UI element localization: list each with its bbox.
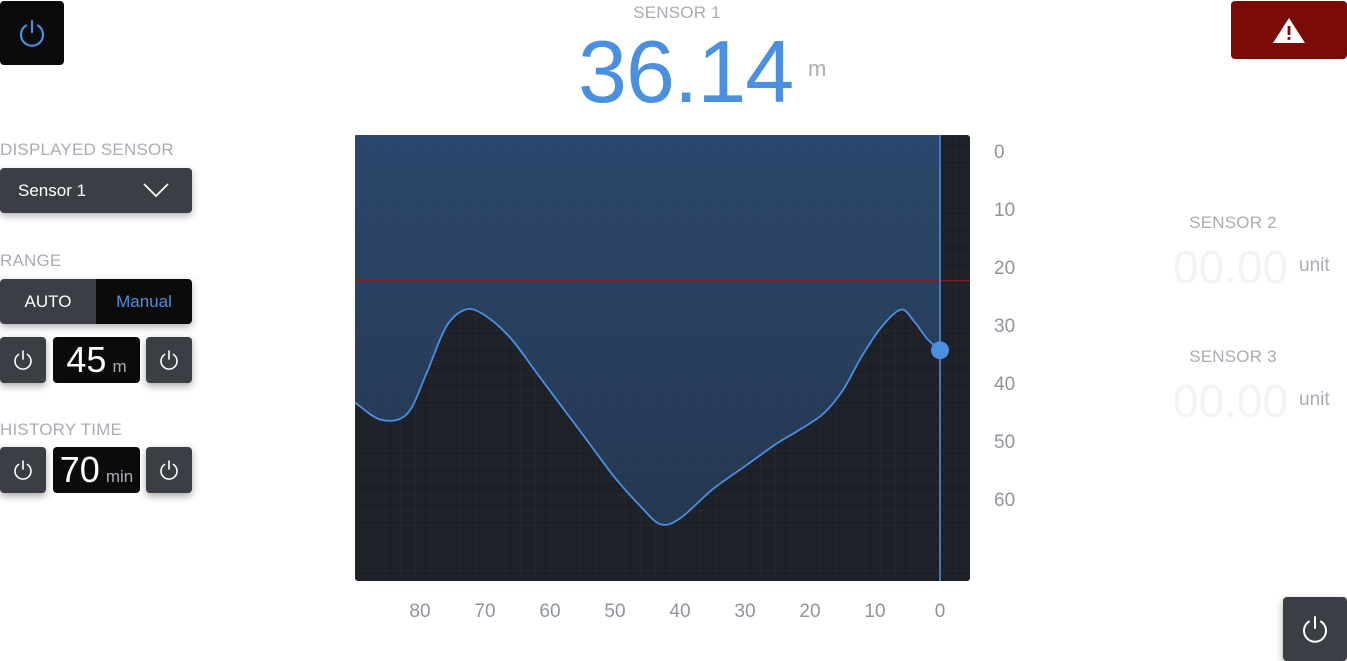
history-time-label: HISTORY TIME bbox=[0, 420, 123, 439]
history-chart bbox=[354, 135, 970, 581]
x-tick-label: 20 bbox=[799, 601, 821, 622]
y-tick-label: 30 bbox=[994, 316, 1016, 337]
power-icon bbox=[14, 460, 32, 480]
power-toggle-button[interactable] bbox=[0, 1, 64, 65]
series-area bbox=[355, 135, 940, 525]
x-tick-label: 10 bbox=[864, 601, 886, 622]
range-auto-option[interactable]: AUTO bbox=[0, 279, 96, 324]
range-increase-button[interactable] bbox=[146, 337, 192, 383]
x-tick-label: 50 bbox=[604, 601, 626, 622]
alarm-button[interactable] bbox=[1231, 1, 1347, 59]
history-value: 70 bbox=[59, 449, 100, 490]
power-icon bbox=[14, 350, 32, 370]
history-unit: min bbox=[105, 467, 134, 486]
sensor-title: SENSOR 1 bbox=[633, 3, 721, 22]
range-value: 45 bbox=[66, 339, 107, 380]
y-tick-label: 50 bbox=[994, 432, 1016, 453]
range-unit: m bbox=[112, 357, 127, 376]
x-tick-label: 30 bbox=[734, 601, 756, 622]
x-tick-label: 60 bbox=[539, 601, 561, 622]
history-value-display: 70 min bbox=[53, 447, 140, 493]
x-tick-label: 40 bbox=[669, 601, 691, 622]
power-icon bbox=[160, 460, 178, 480]
y-tick-label: 40 bbox=[994, 374, 1016, 395]
x-tick-label: 80 bbox=[409, 601, 431, 622]
warning-icon bbox=[1273, 18, 1305, 43]
y-tick-label: 10 bbox=[994, 200, 1016, 221]
chevron-down-icon bbox=[143, 183, 169, 198]
history-increase-button[interactable] bbox=[146, 447, 192, 493]
range-value-display: 45 m bbox=[53, 337, 140, 383]
y-tick-label: 0 bbox=[994, 142, 1005, 163]
sensor-2-label: SENSOR 2 bbox=[1189, 213, 1277, 232]
displayed-sensor-label: DISPLAYED SENSOR bbox=[0, 140, 174, 159]
sensor-value: 36.14 bbox=[578, 22, 794, 121]
sensor-select[interactable]: Sensor 1 bbox=[0, 168, 192, 213]
power-icon bbox=[1303, 616, 1327, 643]
y-tick-label: 60 bbox=[994, 490, 1016, 511]
chart-canvas bbox=[354, 135, 970, 581]
range-manual-option[interactable]: Manual bbox=[96, 279, 192, 324]
sensor-3-label: SENSOR 3 bbox=[1189, 347, 1277, 366]
x-tick-label: 70 bbox=[474, 601, 496, 622]
sensor-unit: m bbox=[808, 56, 827, 81]
sensor-3-value: 00.00 bbox=[1173, 375, 1289, 427]
y-tick-label: 20 bbox=[994, 258, 1016, 279]
current-value-marker bbox=[931, 341, 949, 360]
range-label: RANGE bbox=[0, 251, 62, 270]
sensor-3-unit: unit bbox=[1299, 389, 1330, 410]
series-line bbox=[354, 308, 941, 526]
range-mode-toggle: AUTO Manual bbox=[0, 279, 192, 324]
sensor-2-unit: unit bbox=[1299, 255, 1330, 276]
power-icon bbox=[19, 19, 45, 47]
range-decrease-button[interactable] bbox=[0, 337, 46, 383]
sensor-2-value: 00.00 bbox=[1173, 241, 1289, 293]
power-button[interactable] bbox=[1283, 597, 1347, 661]
power-icon bbox=[160, 350, 178, 370]
history-decrease-button[interactable] bbox=[0, 447, 46, 493]
sensor-select-value: Sensor 1 bbox=[18, 180, 87, 200]
x-tick-label: 0 bbox=[934, 601, 946, 622]
